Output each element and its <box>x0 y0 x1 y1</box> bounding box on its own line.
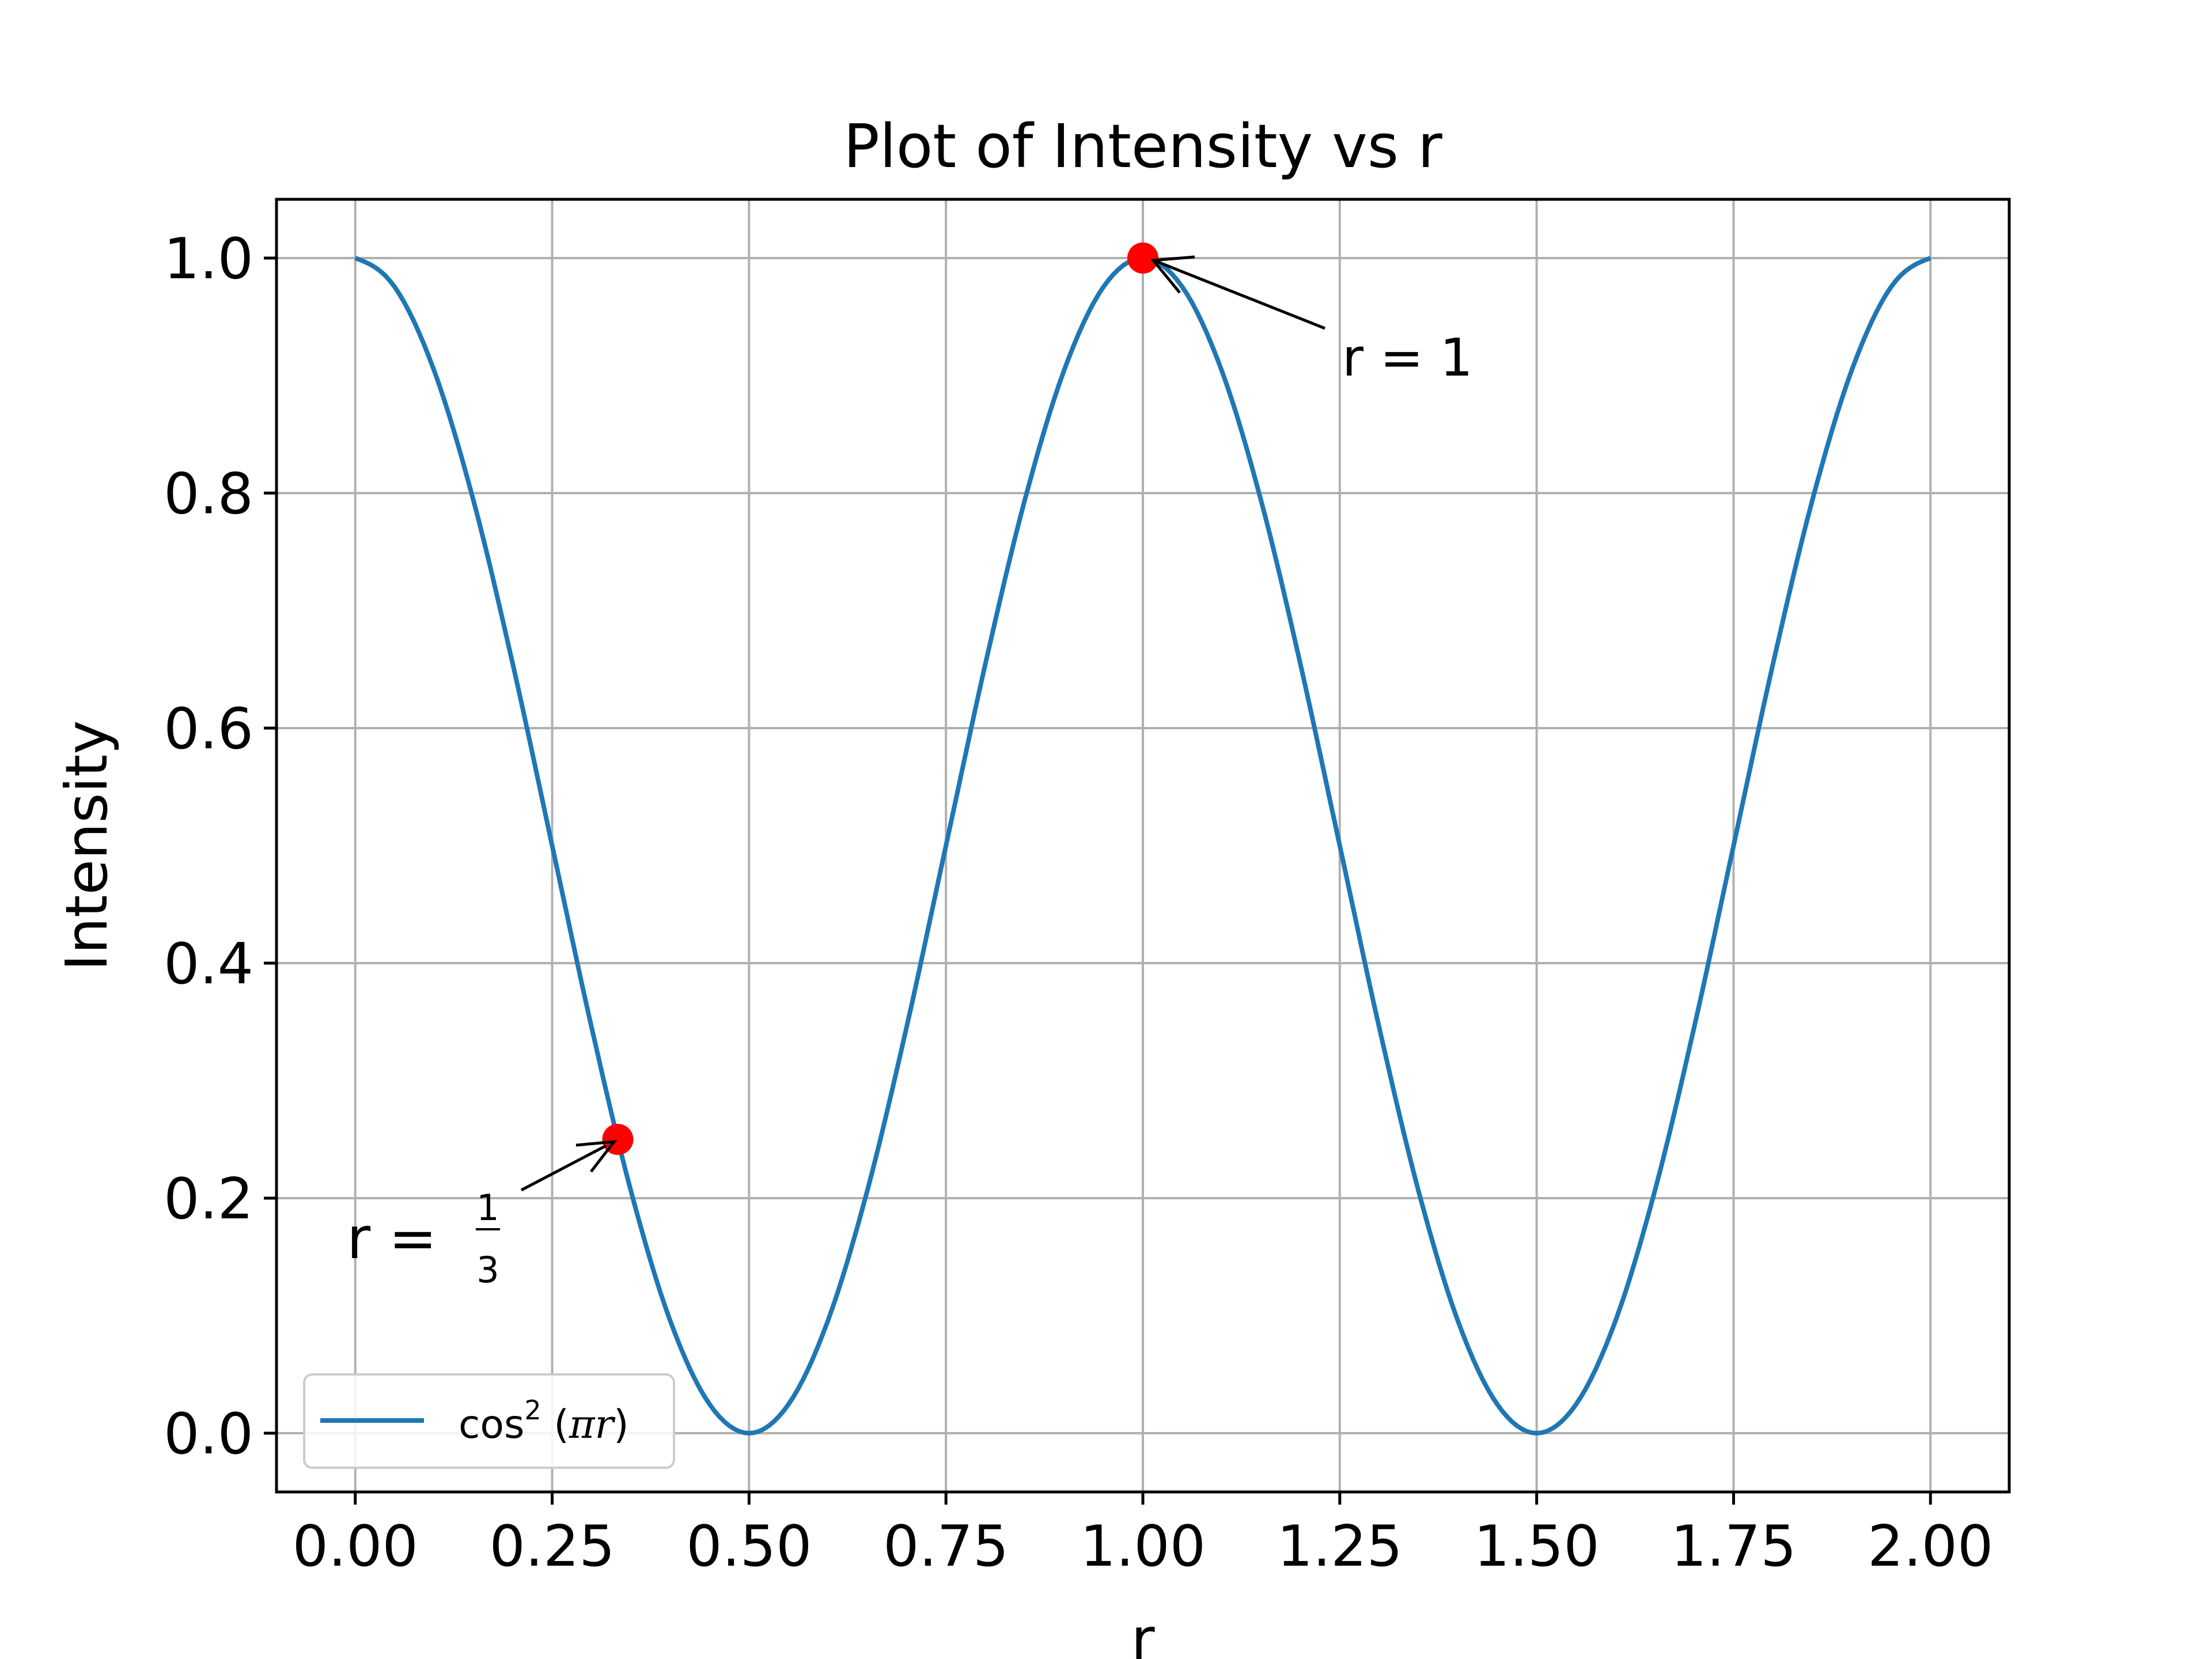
x-tick-label: 2.00 <box>1868 1514 1993 1580</box>
annotation-numerator: 1 <box>476 1187 499 1229</box>
annotation-r-one: r = 1 <box>1150 255 1473 388</box>
x-tick-label: 1.00 <box>1080 1514 1206 1580</box>
legend-box <box>303 1373 675 1469</box>
legend-var: r <box>595 1402 616 1448</box>
legend-pi: π <box>569 1402 596 1448</box>
legend-close-paren: ) <box>613 1402 629 1448</box>
x-axis-label: r <box>1131 1605 1155 1659</box>
x-tick-label: 0.00 <box>293 1514 418 1580</box>
annotation-arrow-shaft <box>520 1144 607 1192</box>
plot-area <box>354 243 1931 1435</box>
annotation-arrow-head <box>575 1139 618 1173</box>
chart-title: Plot of Intensity vs r <box>843 111 1442 181</box>
annotation-prefix: r = <box>347 1205 455 1272</box>
ticks: 0.00 0.25 0.50 0.75 1.00 1.25 1.50 1.75 2.00 0.0 0… <box>164 226 1993 1580</box>
y-tick-label: 0.4 <box>164 931 253 997</box>
x-tick-label: 0.25 <box>489 1514 615 1580</box>
annotation-denominator: 3 <box>476 1249 499 1291</box>
x-tick-label: 1.50 <box>1474 1514 1600 1580</box>
legend: cos2 (πr) <box>303 1373 675 1469</box>
annotation-text: r = 1 <box>1342 328 1473 388</box>
y-tick-label: 1.0 <box>164 226 253 292</box>
y-tick-label: 0.8 <box>164 461 253 527</box>
legend-func: cos <box>459 1402 524 1448</box>
annotation-r-one-third: r = 1 3 <box>347 1139 618 1291</box>
x-tick-label: 1.25 <box>1277 1514 1403 1580</box>
x-tick-label: 0.75 <box>883 1514 1009 1580</box>
legend-open-paren: ( <box>541 1402 569 1448</box>
y-axis-label: Intensity <box>53 720 120 971</box>
legend-label: cos2 (πr) <box>459 1395 629 1448</box>
legend-power: 2 <box>524 1395 541 1426</box>
x-tick-label: 0.50 <box>686 1514 812 1580</box>
annotation-arrow-shaft <box>1156 260 1325 330</box>
grid <box>276 199 2009 1492</box>
y-tick-label: 0.2 <box>164 1166 253 1232</box>
y-tick-label: 0.6 <box>164 696 253 762</box>
y-tick-label: 0.0 <box>164 1402 253 1467</box>
annotation-arrow-head <box>1150 255 1195 294</box>
x-tick-label: 1.75 <box>1671 1514 1796 1580</box>
highlight-point <box>1127 243 1158 274</box>
